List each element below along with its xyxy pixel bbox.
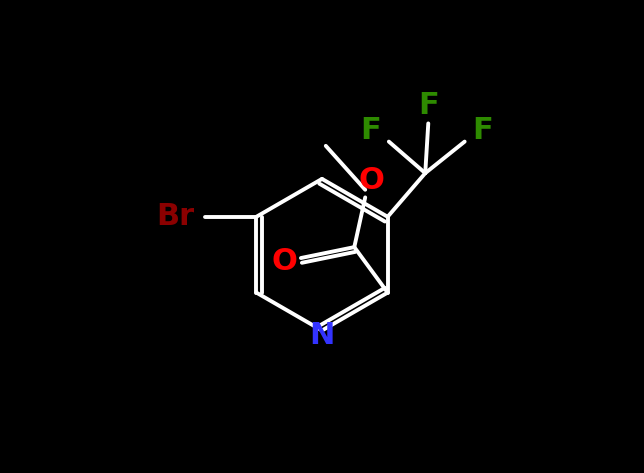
Text: N: N bbox=[309, 321, 335, 350]
Text: Br: Br bbox=[156, 202, 194, 231]
Text: F: F bbox=[473, 116, 493, 145]
Text: O: O bbox=[358, 166, 384, 195]
Text: F: F bbox=[418, 91, 439, 120]
Text: F: F bbox=[360, 116, 381, 145]
Text: O: O bbox=[271, 246, 297, 276]
